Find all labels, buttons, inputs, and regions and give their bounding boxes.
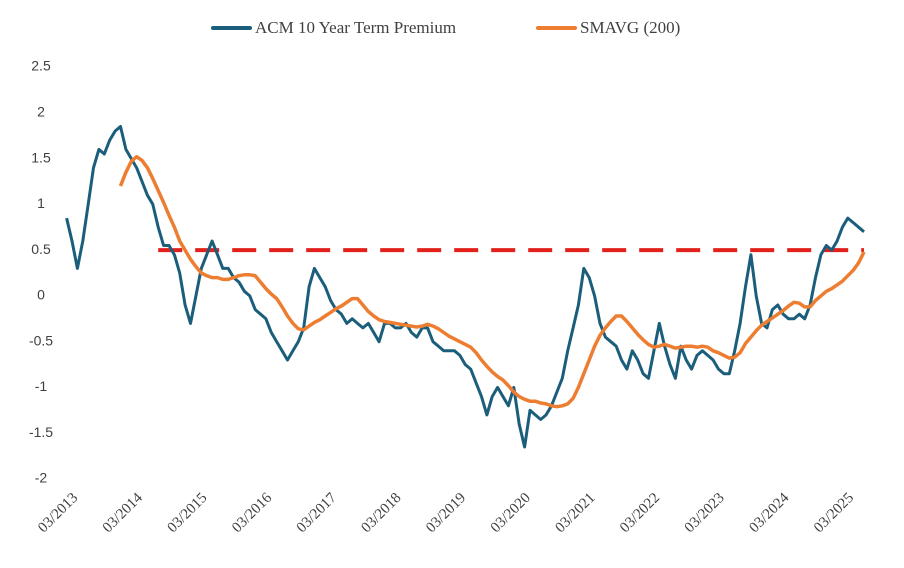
x-tick-label: 03/2015 [164,490,210,536]
y-tick-label: 0 [37,287,45,303]
y-tick-label: -1.5 [29,424,53,440]
x-tick-label: 03/2022 [617,490,663,536]
y-tick-label: 1.5 [31,149,51,165]
y-tick-label: -2 [35,470,48,486]
y-tick-label: 2 [37,103,45,119]
series-line [118,154,866,409]
x-tick-label: 03/2014 [100,490,146,536]
y-tick-label: -0.5 [29,332,53,348]
y-tick-label: 0.5 [31,241,51,257]
series-line [65,125,865,449]
x-tick-label: 03/2020 [488,490,534,536]
x-tick-label: 03/2025 [811,490,857,536]
legend-label: ACM 10 Year Term Premium [255,18,456,37]
x-tick-label: 03/2024 [746,490,792,536]
x-tick-label: 03/2016 [229,490,275,536]
x-tick-label: 03/2023 [682,490,728,536]
x-tick-label: 03/2021 [552,490,598,536]
legend-label: SMAVG (200) [580,18,680,37]
x-tick-label: 03/2019 [423,490,469,536]
y-tick-label: 1 [37,195,45,211]
x-tick-label: 03/2013 [35,490,81,536]
y-tick-label: -1 [35,378,48,394]
y-tick-label: 2.5 [31,58,51,74]
x-tick-label: 03/2017 [294,490,340,536]
x-tick-label: 03/2018 [358,490,404,536]
